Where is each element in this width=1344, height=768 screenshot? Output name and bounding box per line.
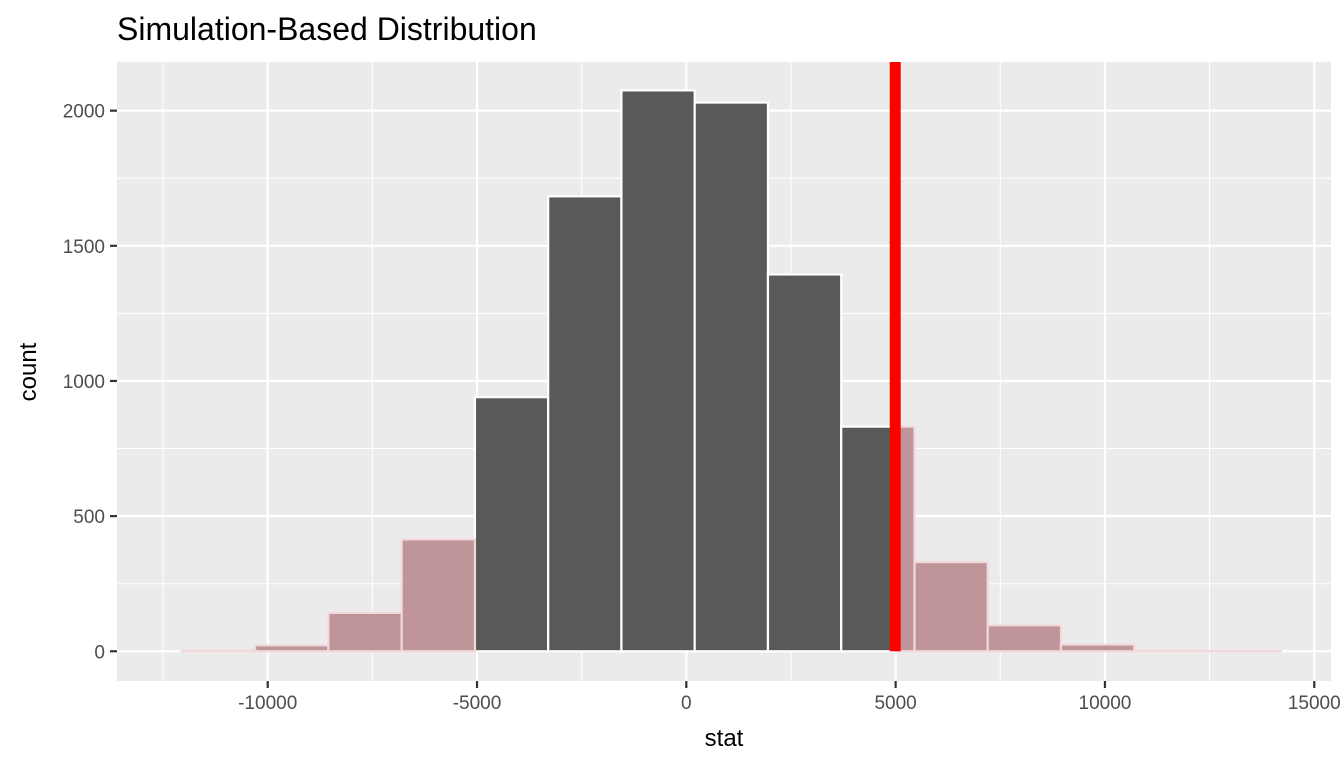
chart-title: Simulation-Based Distribution <box>117 11 537 47</box>
y-tick-label: 0 <box>94 642 105 663</box>
shaded-bar <box>1133 649 1209 653</box>
shaded-bar <box>986 624 1063 653</box>
histogram-bar <box>620 89 696 653</box>
shaded-bar <box>180 649 257 653</box>
shaded-bar <box>400 538 477 653</box>
histogram-bar <box>693 101 770 653</box>
x-tick-label: -5000 <box>453 693 502 714</box>
y-tick-label: 1000 <box>63 372 105 393</box>
x-tick-label: -10000 <box>238 693 297 714</box>
x-tick-label: 15000 <box>1288 693 1341 714</box>
histogram-bar <box>766 273 843 653</box>
shaded-bar <box>254 644 330 653</box>
histogram-bar <box>473 396 550 653</box>
histogram-bar <box>547 195 623 653</box>
x-tick-label: 0 <box>681 693 692 714</box>
y-tick-label: 2000 <box>63 102 105 123</box>
y-axis: 0 500 1000 1500 2000 <box>63 102 117 663</box>
y-axis-title: count <box>15 342 42 401</box>
x-tick-label: 5000 <box>874 693 916 714</box>
shaded-bar <box>1059 643 1136 653</box>
x-tick-label: 10000 <box>1079 693 1132 714</box>
shaded-bar <box>327 611 403 653</box>
x-axis-title: stat <box>705 725 744 752</box>
y-tick-label: 500 <box>73 507 105 528</box>
shaded-bar <box>913 560 989 653</box>
y-tick-label: 1500 <box>63 237 105 258</box>
x-axis: -10000 -5000 0 5000 10000 15000 <box>238 681 1341 714</box>
